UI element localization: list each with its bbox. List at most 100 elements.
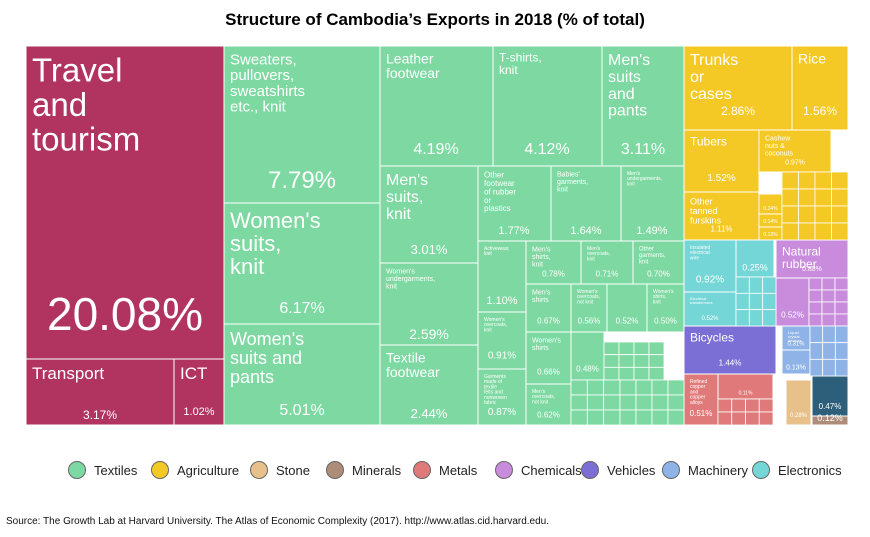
- treemap-cell-other-agriculture-4[interactable]: 0.13%: [758, 226, 783, 241]
- treemap-cell-rice[interactable]: Rice 1.56%: [791, 45, 849, 131]
- treemap-cell-transport[interactable]: Transport 3.17%: [25, 358, 175, 426]
- treemap-cell-leather-footwear[interactable]: Leather footwear 4.19%: [379, 45, 494, 167]
- treemap-cell-men-s-overcoats-not-knit[interactable]: Men's overcoats, not knit 0.62%: [525, 383, 572, 426]
- chemicals-icon: [495, 461, 513, 479]
- cell-value-label: 6.17%: [279, 300, 324, 317]
- cell-value-label: 1.64%: [570, 225, 601, 237]
- treemap-cell-women-s-overcoats-knit[interactable]: Women's overcoats, knit 0.91%: [477, 311, 527, 370]
- cell-rect: [791, 45, 849, 131]
- treemap-minor-cells: [808, 277, 849, 327]
- treemap-cell-other-chemicals[interactable]: 0.52%: [775, 277, 810, 327]
- cell-name-label: Insulated electrical wire: [690, 245, 711, 262]
- treemap-cell-activewear-knit[interactable]: Activewear, knit 1.10%: [477, 240, 527, 313]
- cell-value-label: 1.10%: [486, 295, 517, 307]
- treemap-cell-other-machinery[interactable]: 0.13%: [781, 349, 811, 375]
- treemap-cell-women-s-overcoats-not-knit[interactable]: Women's overcoats, not knit 0.56%: [570, 283, 608, 333]
- cell-value-label: 0.66%: [537, 368, 560, 377]
- treemap-cell-t-shirts-knit[interactable]: T-shirts, knit 4.12%: [492, 45, 603, 167]
- cell-value-label: 0.52%: [781, 310, 804, 319]
- legend-item-vehicles[interactable]: Vehicles: [581, 458, 655, 482]
- cell-name-label: Men's suits, knit: [386, 172, 428, 223]
- cell-rect: [717, 373, 774, 400]
- cell-value-label: 3.17%: [83, 408, 117, 422]
- legend-item-textiles[interactable]: Textiles: [68, 458, 137, 482]
- cell-name-label: Men's shirts: [532, 290, 551, 304]
- legend-label: Minerals: [352, 462, 402, 478]
- treemap-cell-electrical-transformers[interactable]: Electrical transformers 0.52%: [683, 291, 737, 327]
- treemap-cell-bicycles[interactable]: Bicycles 1.44%: [683, 325, 777, 375]
- treemap-cell-insulated-electrical-wire[interactable]: Insulated electrical wire 0.92%: [683, 239, 737, 293]
- treemap-cell-textile-footwear[interactable]: Textile footwear 2.44%: [379, 344, 479, 426]
- legend-label: Electronics: [778, 462, 842, 478]
- treemap-cell-sweaters-pullovers-sweatshirts-etc-knit[interactable]: Sweaters, pullovers, sweatshirts etc., knit…: [223, 45, 381, 204]
- cell-value-label: 2.44%: [411, 406, 448, 421]
- treemap-cell-other-metals[interactable]: 0.11%: [717, 373, 774, 400]
- cell-name-label: Men's overcoats, knit: [587, 246, 610, 263]
- legend-item-stone[interactable]: Stone: [250, 458, 310, 482]
- legend-item-minerals[interactable]: Minerals: [326, 458, 401, 482]
- cell-name-label: Women's shirts, knit: [653, 289, 674, 306]
- treemap-cell-other-agriculture-2[interactable]: 0.24%: [758, 193, 783, 215]
- treemap-cell-tubers[interactable]: Tubers 1.52%: [683, 129, 760, 193]
- treemap-cell-travel-and-tourism[interactable]: Travel and tourism 20.08%: [25, 45, 225, 360]
- cell-value-label: 0.62%: [537, 411, 560, 420]
- cell-name-label: Sweaters, pullovers, sweatshirts etc., knit: [230, 51, 305, 115]
- treemap-cell-other-electronics[interactable]: 0.25%: [735, 239, 775, 278]
- treemap-cell-women-s-shirts[interactable]: Women's shirts 0.66%: [525, 331, 572, 385]
- treemap-cell-other-textile-2[interactable]: 0.48%: [570, 331, 605, 381]
- treemap-cell-other-garments-knit[interactable]: Other garments, knit 0.70%: [632, 240, 685, 285]
- cell-value-label: 0.13%: [786, 365, 806, 372]
- cell-rect: [379, 262, 479, 346]
- treemap-cell-babies-garments-knit[interactable]: Babies' garments, knit 1.64%: [550, 165, 622, 242]
- treemap-cell-other-minerals[interactable]: 0.12%: [811, 413, 849, 426]
- cell-value-label: 1.52%: [707, 173, 735, 184]
- treemap-cell-other[interactable]: 0.47%: [811, 375, 849, 417]
- treemap-minor-cells: [570, 379, 621, 426]
- legend-label: Vehicles: [607, 462, 656, 478]
- cell-rect: [683, 239, 737, 293]
- cell-value-label: 0.70%: [647, 269, 670, 278]
- treemap-cell-women-s-undergarments-knit[interactable]: Women's undergarments, knit 2.59%: [379, 262, 479, 346]
- cell-value-label: 1.49%: [636, 225, 667, 237]
- treemap-cell-refined-copper-and-copper-alloys[interactable]: Refined copper and copper alloys 0.51%: [683, 373, 719, 426]
- legend-item-agriculture[interactable]: Agriculture: [151, 458, 239, 482]
- treemap-minor-cells: [603, 341, 665, 381]
- cell-value-label: 0.52%: [616, 316, 639, 325]
- legend-item-metals[interactable]: Metals: [413, 458, 477, 482]
- treemap-cell-other-stone[interactable]: 0.28%: [785, 379, 812, 426]
- treemap-cell-garments-made-of-textile-felts-and-nonwoven-fabric[interactable]: Garments made of textile felts and nonwoven f…: [477, 368, 527, 426]
- treemap-cell-men-s-shirts[interactable]: Men's shirts 0.67%: [525, 283, 572, 333]
- treemap-cell-men-s-suits-knit[interactable]: Men's suits, knit 3.01%: [379, 165, 479, 264]
- cell-value-label: 0.67%: [537, 316, 560, 325]
- treemap-cell-other-textile[interactable]: 0.52%: [606, 283, 648, 333]
- legend-label: Stone: [276, 462, 310, 478]
- cell-rect: [525, 240, 582, 285]
- treemap-cell-other-footwear-of-rubber-or-plastics[interactable]: Other footwear of rubber or plastics 1.77%: [477, 165, 552, 242]
- cell-value-label: 0.14%: [763, 219, 778, 225]
- treemap-cell-women-s-shirts-knit[interactable]: Women's shirts, knit 0.50%: [646, 283, 685, 333]
- treemap-cell-other-agriculture-3[interactable]: 0.14%: [758, 213, 783, 228]
- treemap-cell-women-s-suits-and-pants[interactable]: Women's suits and pants 5.01%: [223, 323, 381, 426]
- cell-value-label: 0.50%: [654, 316, 677, 325]
- treemap-minor-cells: [809, 325, 849, 377]
- cell-rect: [223, 323, 381, 426]
- treemap-cell-men-s-undergarments-knit[interactable]: Men's undergarments, knit 1.49%: [620, 165, 685, 242]
- cell-name-label: Trunks or cases: [690, 52, 738, 103]
- cell-value-label: 0.97%: [785, 159, 805, 166]
- cell-value-label: 4.19%: [413, 141, 458, 158]
- treemap-cell-women-s-suits-knit[interactable]: Women's suits, knit 6.17%: [223, 202, 381, 325]
- treemap-cell-men-s-overcoats-knit[interactable]: Men's overcoats, knit 0.71%: [580, 240, 634, 285]
- cell-name-label: Rice: [798, 50, 826, 66]
- treemap-cell-men-s-suits-and-pants[interactable]: Men's suits and pants 3.11%: [601, 45, 685, 167]
- cell-value-label: 2.59%: [409, 326, 449, 342]
- treemap-cell-ict[interactable]: ICT 1.02%: [173, 358, 225, 426]
- legend-item-electronics[interactable]: Electronics: [752, 458, 842, 482]
- legend-item-machinery[interactable]: Machinery: [662, 458, 748, 482]
- legend-item-chemicals[interactable]: Chemicals: [495, 458, 582, 482]
